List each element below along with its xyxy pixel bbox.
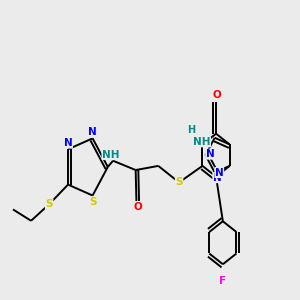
Text: O: O	[212, 90, 221, 100]
Text: F: F	[219, 276, 226, 286]
Text: O: O	[133, 202, 142, 212]
Text: N: N	[206, 149, 214, 159]
Text: N: N	[88, 127, 97, 137]
Text: S: S	[90, 197, 97, 207]
Text: S: S	[45, 199, 53, 209]
Text: H: H	[187, 125, 195, 135]
Text: NH: NH	[102, 149, 119, 160]
Text: NH: NH	[193, 137, 211, 147]
Text: N: N	[64, 138, 72, 148]
Text: N: N	[213, 173, 222, 183]
Text: N: N	[215, 167, 224, 178]
Text: S: S	[175, 177, 183, 188]
